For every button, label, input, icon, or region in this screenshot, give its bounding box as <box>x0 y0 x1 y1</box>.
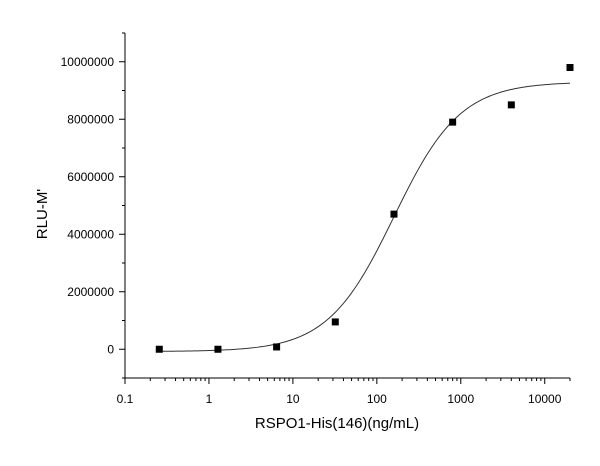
y-tick-label: 0 <box>107 342 114 356</box>
data-point <box>214 345 222 353</box>
y-tick-label: 8000000 <box>67 112 114 126</box>
data-point <box>449 118 457 126</box>
y-tick-label: 4000000 <box>67 227 114 241</box>
data-points <box>155 64 574 353</box>
y-tick-label: 2000000 <box>67 285 114 299</box>
x-tick-label: 1 <box>206 392 213 406</box>
y-tick-label: 6000000 <box>67 170 114 184</box>
data-point <box>507 101 515 109</box>
y-tick-label: 10000000 <box>61 55 115 69</box>
x-tick-label: 10 <box>286 392 300 406</box>
data-point <box>273 343 281 351</box>
x-axis-ticks: 0.1 1 10 100 1000 10000 <box>117 378 571 406</box>
fit-curve <box>159 82 571 352</box>
data-point <box>566 64 574 71</box>
x-tick-label: 100 <box>367 392 387 406</box>
y-axis-ticks: 0 2000000 4000000 6000000 8000000 10000000 <box>61 32 125 379</box>
plot-frame <box>124 33 570 379</box>
y-axis-label: RLU-M' <box>34 189 51 239</box>
data-point <box>390 210 398 218</box>
x-axis-label: RSPO1-His(146)(ng/mL) <box>255 415 419 432</box>
x-tick-label: 0.1 <box>117 392 134 406</box>
x-tick-label: 1000 <box>447 392 474 406</box>
data-point <box>331 318 339 326</box>
data-point <box>155 345 163 353</box>
x-tick-label: 10000 <box>528 392 562 406</box>
